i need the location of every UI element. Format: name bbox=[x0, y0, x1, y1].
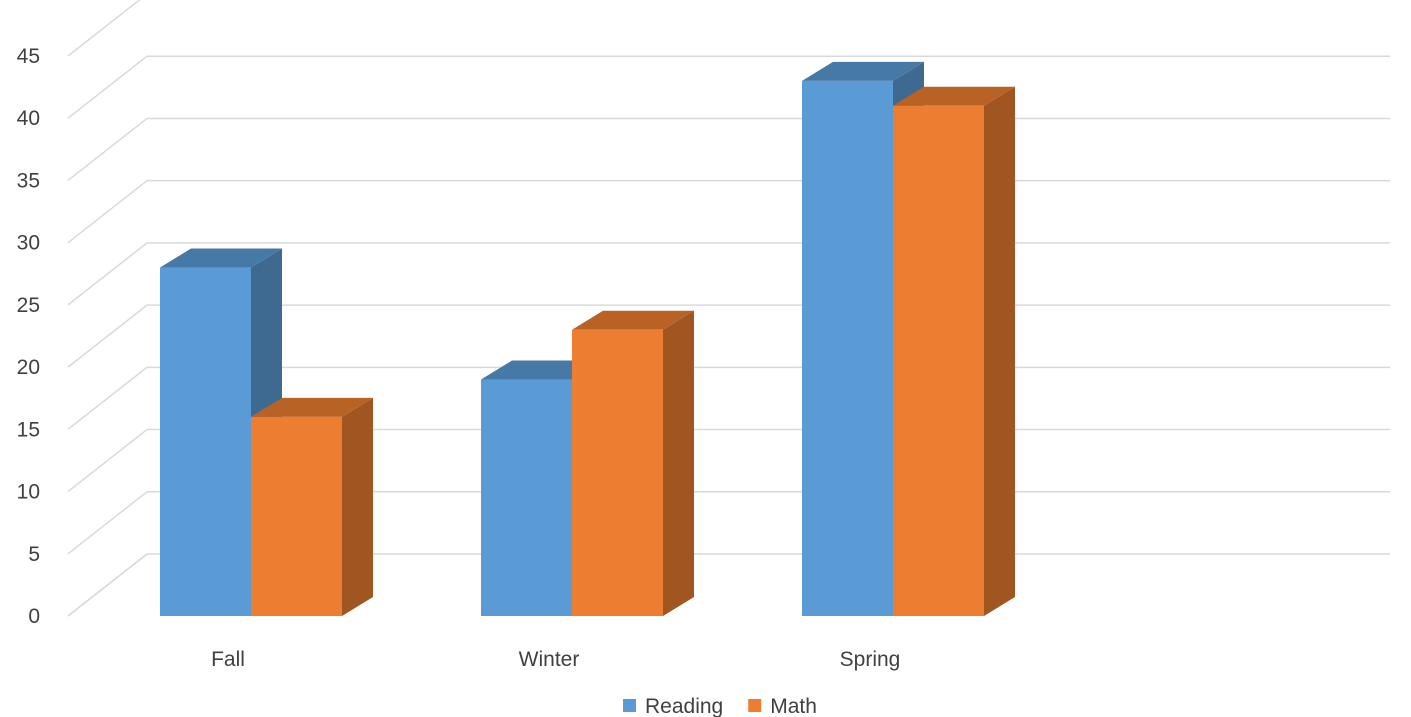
y-tick-label: 0 bbox=[28, 605, 40, 628]
bar-front-face bbox=[572, 329, 663, 616]
gridline-side bbox=[67, 0, 141, 57]
y-tick-label: 5 bbox=[28, 543, 40, 566]
y-tick-label: 35 bbox=[17, 169, 40, 192]
bar-math-fall bbox=[251, 397, 373, 616]
y-tick-label: 20 bbox=[17, 356, 40, 379]
bar-front-face bbox=[160, 267, 251, 616]
bar-side-face bbox=[342, 397, 373, 616]
gridline-side bbox=[67, 304, 148, 368]
legend-swatch bbox=[748, 699, 762, 712]
legend-swatch bbox=[623, 699, 636, 712]
gridline-side bbox=[67, 55, 148, 119]
legend-item-math: Math bbox=[748, 695, 817, 717]
y-tick-label: 15 bbox=[17, 418, 40, 441]
bar-math-spring bbox=[893, 86, 1015, 617]
bar-front-face bbox=[802, 80, 893, 616]
bar-top-face bbox=[251, 397, 373, 417]
bar-top-face bbox=[572, 310, 694, 330]
gridlines bbox=[67, 0, 1390, 617]
y-axis-tick-labels: 0 5 10 15 20 25 30 35 40 45 bbox=[17, 45, 40, 628]
gridline-side bbox=[67, 491, 148, 555]
bar-math-winter bbox=[572, 310, 694, 616]
x-category-label: Winter bbox=[519, 648, 580, 671]
bars bbox=[160, 61, 1015, 617]
y-tick-label: 10 bbox=[17, 481, 40, 504]
y-tick-label: 25 bbox=[17, 294, 40, 317]
bar-top-face bbox=[893, 86, 1015, 106]
x-category-label: Spring bbox=[840, 648, 901, 671]
gridline-side bbox=[67, 242, 148, 306]
gridline-side bbox=[67, 180, 148, 244]
gridline-side bbox=[67, 428, 148, 493]
legend-label: Reading bbox=[645, 695, 723, 717]
bar-front-face bbox=[893, 105, 984, 617]
legend-item-reading: Reading bbox=[623, 695, 723, 717]
gridline-side bbox=[67, 117, 148, 182]
x-axis-category-labels: Fall Winter Spring bbox=[211, 648, 900, 671]
bar-side-face bbox=[984, 86, 1015, 617]
bar-top-face bbox=[160, 248, 282, 268]
y-tick-label: 40 bbox=[17, 107, 40, 130]
gridline-side bbox=[67, 366, 148, 430]
bar-top-face bbox=[802, 61, 924, 81]
bar-front-face bbox=[251, 416, 342, 616]
x-category-label: Fall bbox=[211, 648, 245, 671]
gridline-side bbox=[67, 553, 148, 617]
legend: Reading Math bbox=[623, 695, 817, 717]
y-tick-label: 30 bbox=[17, 232, 40, 255]
legend-label: Math bbox=[770, 695, 817, 717]
bar-side-face bbox=[663, 310, 694, 616]
y-tick-label: 45 bbox=[17, 45, 40, 68]
bar-front-face bbox=[481, 379, 572, 616]
